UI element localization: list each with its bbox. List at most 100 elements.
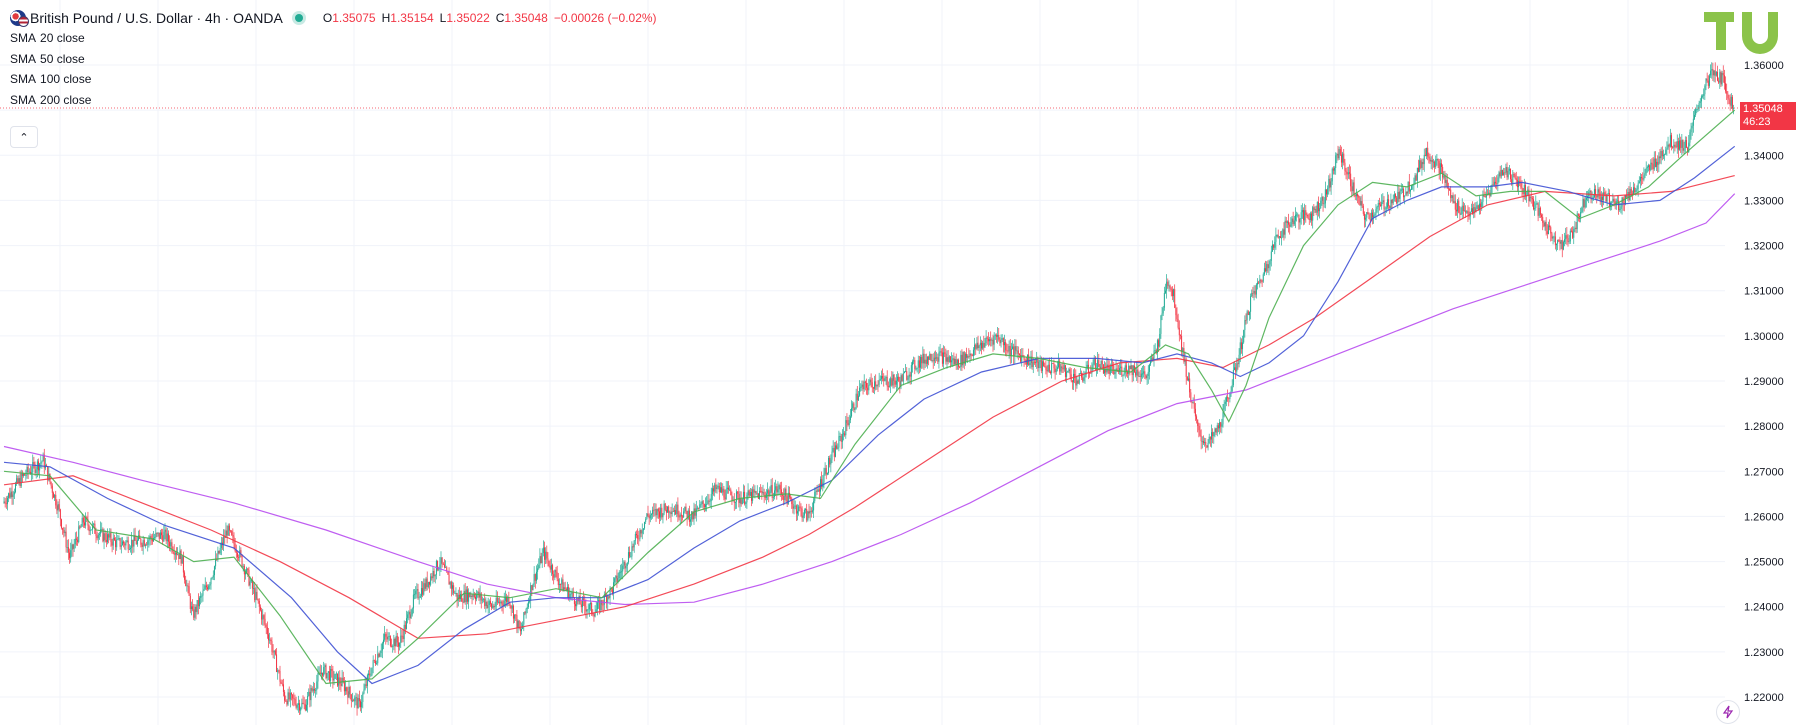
candle-body bbox=[1643, 175, 1645, 180]
candle-body bbox=[11, 491, 13, 497]
collapse-legend-button[interactable]: ⌃ bbox=[10, 126, 38, 148]
candle-body bbox=[1414, 175, 1416, 184]
indicator-sma-20[interactable]: SMA 20 close bbox=[10, 28, 657, 49]
candle-body bbox=[1633, 187, 1635, 195]
candle-body bbox=[1222, 409, 1224, 425]
indicator-sma-50[interactable]: SMA 50 close bbox=[10, 49, 657, 70]
candle-body bbox=[1350, 173, 1352, 187]
candle-body bbox=[1719, 72, 1721, 83]
candle-body bbox=[1723, 75, 1725, 84]
candle-body bbox=[186, 585, 188, 587]
candle-body bbox=[1000, 340, 1002, 344]
candle-body bbox=[1375, 209, 1377, 215]
candle-body bbox=[212, 575, 214, 578]
candle-body bbox=[581, 598, 583, 608]
symbol-title[interactable]: British Pound / U.S. Dollar · 4h · OANDA bbox=[30, 10, 283, 26]
candle-body bbox=[1373, 215, 1375, 218]
candle-body bbox=[632, 546, 634, 548]
indicator-name: SMA bbox=[10, 51, 37, 66]
candle-body bbox=[844, 433, 846, 436]
candle-body bbox=[388, 636, 390, 637]
y-tick-label: 1.24000 bbox=[1744, 602, 1784, 614]
candle-body bbox=[1638, 181, 1640, 184]
candle-body bbox=[1242, 342, 1244, 350]
market-status-icon[interactable] bbox=[294, 14, 303, 22]
candle-body bbox=[447, 571, 449, 575]
high-value: 1.35154 bbox=[390, 11, 434, 25]
symbol-row[interactable]: British Pound / U.S. Dollar · 4h · OANDA… bbox=[10, 8, 657, 28]
candle-body bbox=[219, 547, 221, 554]
candle-body bbox=[337, 673, 338, 686]
candle-body bbox=[1608, 193, 1610, 207]
candle-body bbox=[569, 594, 571, 599]
candle-body bbox=[1536, 203, 1538, 205]
candle-body bbox=[667, 506, 669, 513]
candle-body bbox=[445, 567, 447, 569]
candle-body bbox=[59, 509, 61, 520]
candle-body bbox=[1507, 170, 1509, 178]
indicator-sma-200[interactable]: SMA 200 close bbox=[10, 90, 657, 111]
lightning-icon[interactable] bbox=[1716, 700, 1740, 724]
candle-body bbox=[1266, 264, 1268, 272]
candle-body bbox=[475, 596, 476, 600]
candle-body bbox=[1445, 180, 1447, 183]
candle-body bbox=[963, 352, 965, 364]
candle-body bbox=[841, 433, 843, 442]
candle-body bbox=[1205, 441, 1207, 446]
candle-body bbox=[729, 489, 731, 491]
candle-body bbox=[281, 683, 283, 685]
candle-body bbox=[17, 478, 19, 483]
candle-body bbox=[307, 696, 309, 705]
candle-body bbox=[203, 589, 205, 591]
candle-body bbox=[226, 530, 228, 536]
candle-body bbox=[1481, 201, 1483, 208]
candle-body bbox=[1474, 207, 1476, 212]
candle-body bbox=[181, 556, 183, 564]
candle-body bbox=[1061, 366, 1063, 368]
candle-body bbox=[584, 600, 586, 607]
candle-body bbox=[246, 568, 248, 573]
candle-body bbox=[72, 544, 74, 549]
candle-body bbox=[1220, 422, 1222, 427]
candle-body bbox=[1018, 353, 1020, 355]
candle-body bbox=[863, 381, 865, 390]
candle-body bbox=[1538, 207, 1540, 216]
candle-body bbox=[1411, 185, 1413, 191]
candle-body bbox=[345, 687, 347, 692]
candle-body bbox=[386, 636, 388, 640]
candle-body bbox=[786, 496, 788, 505]
candle-body bbox=[172, 550, 174, 553]
candle-body bbox=[1725, 83, 1727, 92]
candle-body bbox=[830, 459, 832, 465]
candle-body bbox=[79, 526, 81, 528]
candle-body bbox=[1642, 178, 1644, 180]
candle-body bbox=[254, 588, 256, 601]
candle-body bbox=[1506, 167, 1508, 178]
indicator-sma-100[interactable]: SMA 100 close bbox=[10, 69, 657, 90]
candle-body bbox=[1537, 203, 1539, 216]
candle-body bbox=[892, 374, 894, 386]
candle-body bbox=[347, 691, 349, 698]
candle-body bbox=[325, 665, 327, 679]
candle-body bbox=[693, 508, 695, 520]
candle-body bbox=[936, 357, 938, 359]
candle-body bbox=[1515, 178, 1517, 180]
candle-body bbox=[1131, 365, 1133, 376]
candle-body bbox=[1473, 207, 1475, 214]
candle-body bbox=[1585, 197, 1587, 200]
candle-body bbox=[71, 544, 73, 551]
candle-body bbox=[276, 654, 278, 672]
candle-body bbox=[102, 529, 104, 542]
candle-body bbox=[291, 693, 292, 695]
candle-body bbox=[286, 700, 288, 705]
candle-body bbox=[1644, 173, 1646, 176]
candle-body bbox=[920, 356, 922, 368]
candle-body bbox=[1339, 149, 1341, 155]
candle-body bbox=[1403, 188, 1405, 198]
candle-body bbox=[730, 489, 732, 496]
candle-body bbox=[264, 618, 266, 625]
candle-body bbox=[1130, 365, 1132, 369]
candle-body bbox=[846, 420, 848, 424]
candle-body bbox=[1482, 195, 1484, 202]
